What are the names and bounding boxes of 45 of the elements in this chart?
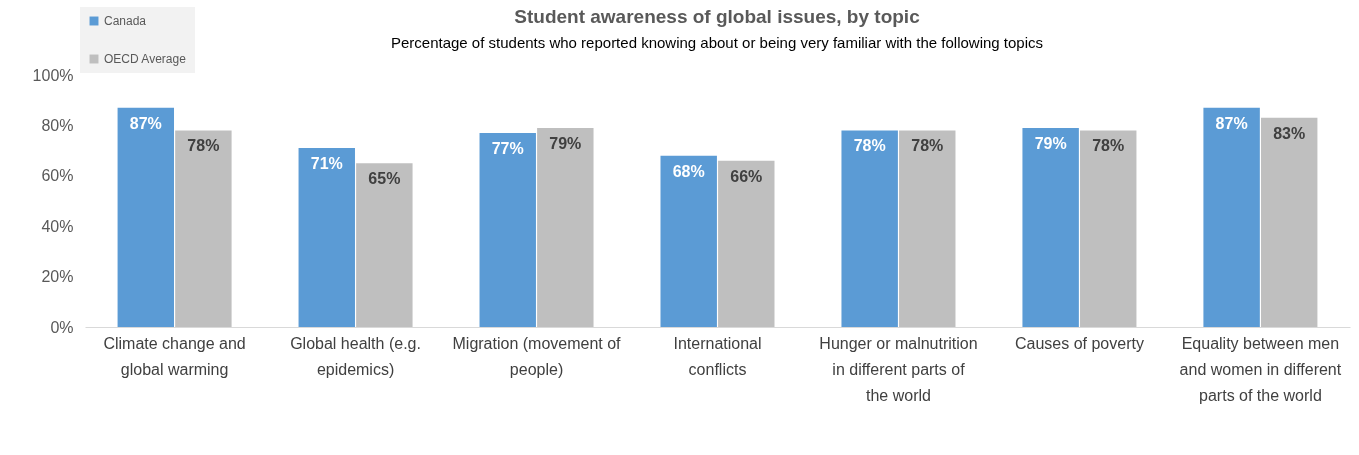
- x-tick-label: Causes of poverty: [1014, 334, 1144, 352]
- x-tick-label: Equality between men and women in different parts of the world: [1179, 334, 1342, 404]
- bar: [479, 132, 536, 327]
- chart-title: Student awareness of global issues, by topic: [514, 6, 921, 27]
- data-label: 65%: [368, 170, 401, 188]
- legend-label: Canada: [104, 14, 147, 28]
- data-label: 78%: [187, 137, 220, 155]
- data-label: 79%: [1034, 134, 1067, 152]
- bar: [117, 107, 175, 327]
- x-tick-label: International conflicts: [673, 334, 762, 378]
- data-label: 77%: [491, 139, 524, 157]
- y-tick-label: 100%: [32, 66, 74, 84]
- data-label: 87%: [129, 114, 162, 132]
- data-label: 66%: [730, 167, 763, 185]
- data-label: 78%: [853, 137, 886, 155]
- data-label: 78%: [911, 137, 944, 155]
- bar: [841, 130, 898, 327]
- y-tick-label: 60%: [41, 167, 74, 185]
- y-tick-label: 40%: [41, 217, 74, 235]
- x-tick-label: Migration (movement of people): [452, 334, 622, 378]
- bar: [356, 163, 413, 327]
- data-label: 83%: [1273, 124, 1306, 142]
- x-tick-label: Climate change and global warming: [103, 334, 246, 378]
- bar: [1080, 130, 1137, 327]
- data-label: 71%: [310, 155, 343, 173]
- bar: [175, 130, 232, 327]
- bar: [718, 160, 775, 327]
- y-tick-label: 80%: [41, 116, 74, 134]
- data-label: 79%: [549, 134, 582, 152]
- x-tick-label: Global health (e.g. epidemics): [290, 334, 421, 378]
- y-tick-label: 0%: [50, 318, 74, 336]
- y-tick-label: 20%: [41, 268, 74, 286]
- data-label: 78%: [1092, 137, 1125, 155]
- data-label: 68%: [672, 162, 705, 180]
- bar: [537, 127, 594, 327]
- bar: [899, 130, 956, 327]
- bar: [1203, 107, 1260, 327]
- bar: [1260, 117, 1318, 327]
- legend-label: OECD Average: [104, 52, 187, 66]
- bar: [1022, 127, 1079, 327]
- chart-subtitle: Percentage of students who reported knowing about or being very familiar with the following topics: [390, 34, 1044, 51]
- bar: [298, 148, 355, 327]
- x-tick-label: Hunger or malnutrition in different parts of the world: [819, 334, 978, 404]
- data-label: 87%: [1215, 114, 1248, 132]
- bar: [660, 155, 717, 327]
